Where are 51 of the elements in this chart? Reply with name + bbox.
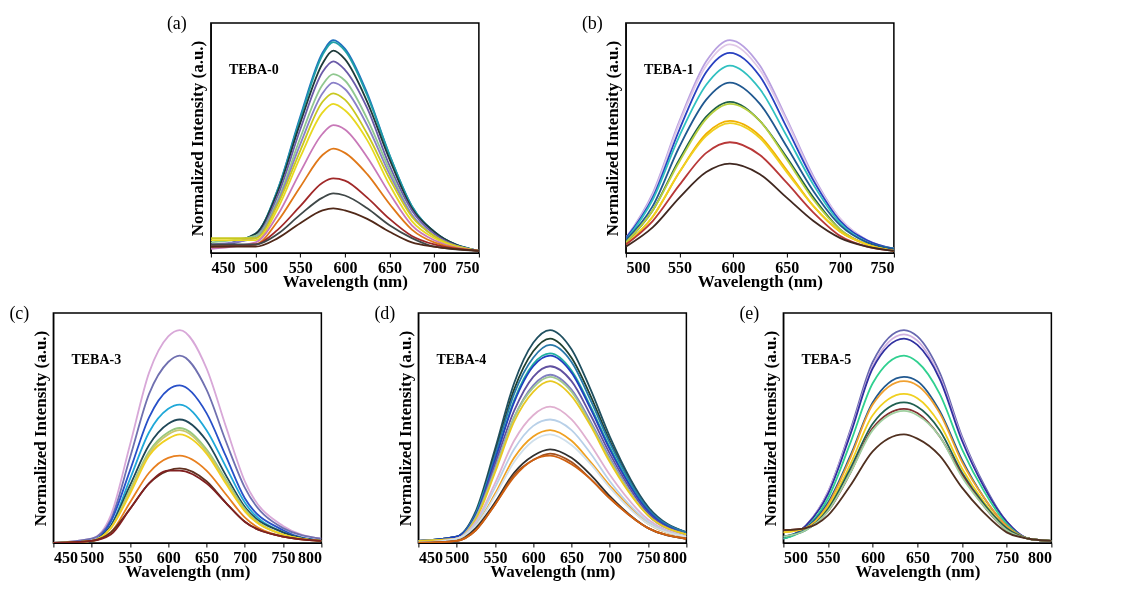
x-tick-label: 650	[905, 548, 930, 566]
x-tick-label: 550	[667, 258, 692, 276]
y-axis-title: Normalized Intensity (a.u.)	[188, 40, 208, 237]
x-tick-label: 750	[636, 548, 661, 566]
annotation: TEBA-0	[228, 62, 279, 77]
text: (b)	[581, 13, 603, 34]
x-tick-label: 550	[118, 548, 143, 566]
x-tick-label: 800	[1027, 548, 1052, 566]
y-axis-title: Normalized Intensity (a.u.)	[30, 330, 50, 527]
x-tick-label: 700	[422, 258, 447, 276]
x-tick-label: 550	[816, 548, 841, 566]
x-tick-label: 550	[483, 548, 508, 566]
x-tick-label: 500	[445, 548, 470, 566]
x-tick-label: 750	[455, 258, 480, 276]
x-tick-label: 450	[418, 548, 443, 566]
x-tick-label: 500	[80, 548, 105, 566]
text: (a)	[166, 13, 187, 34]
x-tick-label: 800	[662, 548, 687, 566]
x-tick-label: 450	[211, 258, 236, 276]
y-axis-title: Normalized Intensity (a.u.)	[760, 330, 780, 527]
x-tick-label: 600	[156, 548, 181, 566]
annotation: TEBA-4	[436, 352, 487, 367]
x-tick-label: 600	[861, 548, 886, 566]
x-tick-label: 650	[195, 548, 220, 566]
y-axis-title: Normalized Intensity (a.u.)	[603, 40, 623, 237]
x-tick-label: 500	[244, 258, 269, 276]
x-tick-label: 600	[521, 548, 546, 566]
x-tick-label: 700	[233, 548, 258, 566]
x-tick-label: 750	[271, 548, 296, 566]
x-tick-label: 500	[626, 258, 651, 276]
x-tick-label: 750	[995, 548, 1020, 566]
x-tick-label: 800	[297, 548, 322, 566]
x-tick-label: 500	[783, 548, 808, 566]
text: (d)	[374, 303, 396, 324]
x-tick-label: 600	[333, 258, 358, 276]
x-tick-label: 700	[950, 548, 975, 566]
x-tick-label: 650	[560, 548, 585, 566]
x-tick-label: 550	[288, 258, 313, 276]
x-tick-label: 700	[598, 548, 623, 566]
text: (c)	[9, 303, 30, 324]
annotation: TEBA-5	[801, 352, 852, 367]
y-axis-title: Normalized Intensity (a.u.)	[395, 330, 415, 527]
text: (e)	[739, 303, 760, 324]
annotation: TEBA-1	[643, 62, 694, 77]
x-tick-label: 650	[775, 258, 800, 276]
x-tick-label: 600	[721, 258, 746, 276]
x-tick-label: 700	[828, 258, 853, 276]
x-tick-label: 650	[378, 258, 403, 276]
x-tick-label: 750	[870, 258, 895, 276]
x-tick-label: 450	[53, 548, 78, 566]
annotation: TEBA-3	[71, 352, 122, 367]
